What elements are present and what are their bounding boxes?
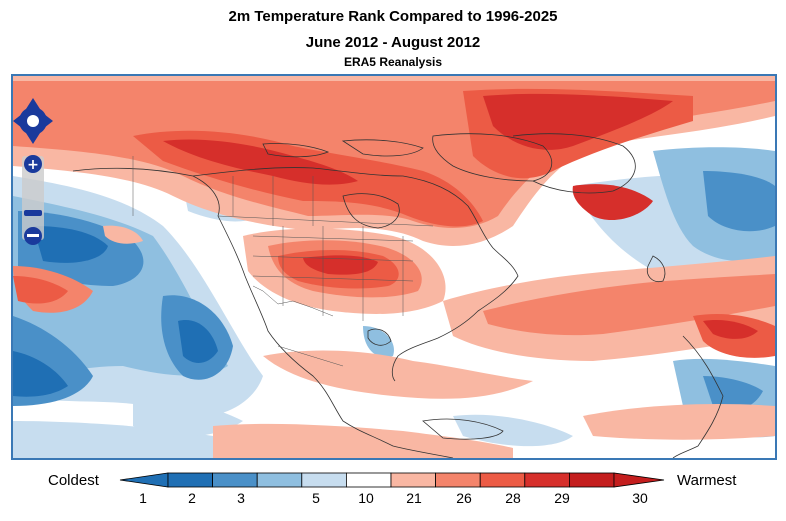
zoom-in-icon[interactable]: + [27,157,39,173]
legend-tick-label: 1 [139,490,147,506]
legend-swatch [435,472,481,488]
legend-swatch [301,472,347,488]
political-borders [132,156,434,367]
map-source: ERA5 Reanalysis [343,55,443,69]
zoom-slider-handle[interactable] [24,210,42,216]
zoom-control[interactable]: + [22,155,44,245]
legend-swatch [167,472,213,488]
legend-tick-label: 2 [188,490,196,506]
legend-coldest-label: Coldest [48,472,99,489]
legend-tick-label: 26 [456,490,472,506]
map-title: 2m Temperature Rank Compared to 1996-202… [228,8,558,25]
cold-anomaly-regions [13,116,775,458]
pan-up-arrow-icon[interactable] [26,98,40,109]
pan-center [27,115,39,127]
pan-left-arrow-icon[interactable] [13,114,22,128]
legend-right-arrow [613,472,665,488]
legend-swatch [256,472,303,488]
coastlines [72,133,724,458]
warm-anomaly-regions [13,76,775,458]
legend-swatch [212,472,258,488]
zoom-out-icon[interactable] [27,234,39,237]
legend-left-arrow [119,472,169,488]
legend-swatch [479,472,526,488]
legend-tick-label: 30 [632,490,648,506]
map-period: June 2012 - August 2012 [305,34,481,51]
legend-swatch [569,472,615,488]
map-panel[interactable]: + [11,74,777,460]
map-navigation-controls[interactable]: + [13,98,53,245]
legend-tick-label: 29 [554,490,570,506]
pan-down-arrow-icon[interactable] [26,133,40,144]
legend-tick-label: 10 [358,490,374,506]
legend-colorbar [119,472,665,488]
color-legend: Coldest Warmest 1 2 3 5 10 21 26 28 29 30 [0,466,786,521]
legend-tick-label: 21 [406,490,422,506]
legend-swatch [390,472,436,488]
temperature-rank-map[interactable]: + [13,76,775,458]
legend-swatch [345,472,392,488]
legend-tick-label: 3 [237,490,245,506]
zoom-in-button[interactable] [24,155,42,173]
pan-right-arrow-icon[interactable] [44,114,53,128]
zoom-slider-track[interactable] [22,156,44,240]
legend-tick-label: 28 [505,490,521,506]
legend-tick-label: 5 [312,490,320,506]
pan-control[interactable] [13,98,53,144]
legend-warmest-label: Warmest [677,472,737,489]
legend-swatch [524,472,570,488]
